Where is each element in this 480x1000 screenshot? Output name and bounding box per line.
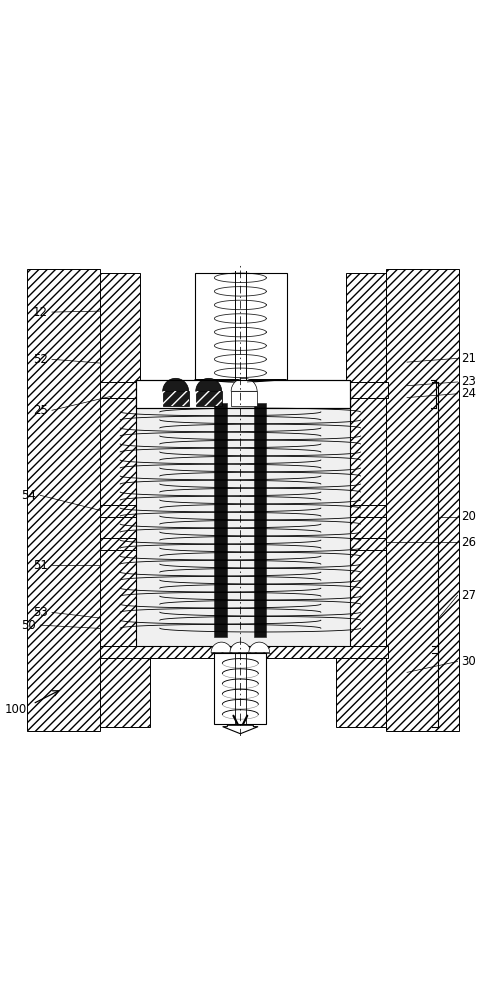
Text: 52: 52 [33, 353, 48, 366]
Wedge shape [229, 642, 250, 653]
Bar [195, 391, 221, 406]
Bar [100, 538, 385, 550]
Bar [100, 649, 149, 727]
Bar [162, 391, 188, 406]
Bar [135, 398, 349, 646]
Bar [336, 649, 385, 727]
Bar [100, 505, 385, 517]
Bar [349, 396, 385, 653]
Bar [100, 649, 149, 727]
Bar [345, 273, 385, 391]
Bar [27, 269, 100, 731]
Text: 23: 23 [460, 375, 475, 388]
Bar [349, 396, 385, 653]
Text: 51: 51 [33, 559, 48, 572]
Bar [100, 505, 385, 517]
Wedge shape [248, 642, 269, 653]
Text: 26: 26 [460, 536, 475, 549]
Bar [162, 391, 188, 406]
Text: 100: 100 [5, 703, 27, 716]
Text: 20: 20 [460, 510, 475, 523]
Bar [100, 396, 135, 653]
Text: 12: 12 [33, 306, 48, 319]
Text: 53: 53 [33, 606, 48, 619]
Bar [135, 380, 349, 408]
Bar [385, 269, 458, 731]
Bar [385, 269, 458, 731]
Wedge shape [211, 642, 231, 653]
Text: 30: 30 [460, 655, 475, 668]
Text: 21: 21 [460, 352, 475, 365]
Bar [195, 391, 221, 406]
Text: 54: 54 [22, 489, 36, 502]
Text: 27: 27 [460, 589, 475, 602]
Bar [100, 396, 135, 653]
Bar [135, 380, 349, 408]
Bar [336, 649, 385, 727]
FancyArrow shape [222, 725, 257, 734]
Wedge shape [231, 378, 257, 391]
Bar [100, 382, 387, 398]
Bar [100, 646, 387, 658]
Bar [100, 273, 140, 391]
Bar [194, 273, 286, 380]
Text: 24: 24 [460, 387, 475, 400]
Text: 25: 25 [33, 404, 48, 417]
Wedge shape [195, 378, 221, 391]
Bar [100, 646, 387, 658]
Bar [100, 538, 385, 550]
Bar [27, 269, 100, 731]
Bar [231, 391, 257, 406]
Bar [214, 653, 266, 724]
Text: 50: 50 [22, 619, 36, 632]
Bar [100, 382, 387, 398]
Bar [253, 403, 266, 637]
Bar [100, 273, 140, 391]
Wedge shape [162, 378, 188, 391]
Bar [345, 273, 385, 391]
Polygon shape [194, 380, 286, 382]
Bar [214, 403, 226, 637]
